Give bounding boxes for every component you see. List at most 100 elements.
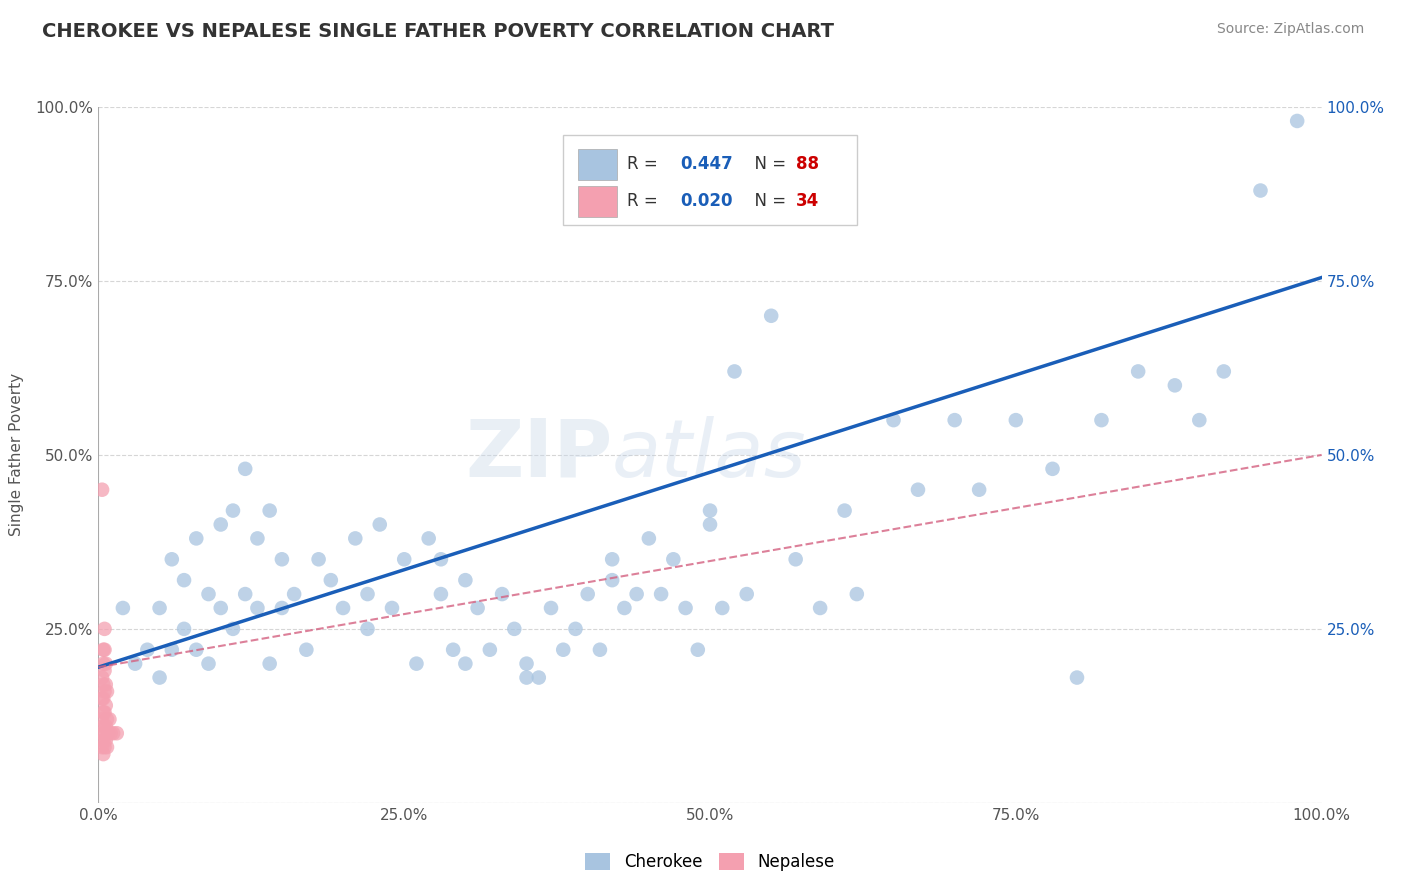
Point (1128, 364, 1150, 378)
Y-axis label: Single Father Poverty: Single Father Poverty (10, 374, 24, 536)
Point (564, 622, 586, 636)
Point (295, 642, 318, 657)
Point (883, 413, 905, 427)
Point (834, 503, 856, 517)
Point (356, 622, 378, 636)
Point (1249, 184, 1271, 198)
Point (270, 552, 294, 566)
Point (91, 691, 114, 706)
Point (91, 733, 114, 747)
Point (1004, 413, 1026, 427)
Point (111, 601, 134, 615)
Point (233, 462, 256, 476)
Point (91, 642, 114, 657)
Point (723, 364, 745, 378)
Point (356, 587, 378, 601)
Point (503, 622, 526, 636)
Bar (578, 149, 617, 180)
Point (454, 573, 477, 587)
Point (186, 532, 208, 546)
Point (1066, 671, 1088, 685)
Point (98, 712, 121, 726)
Point (91, 726, 114, 740)
Point (93, 740, 115, 755)
Point (527, 671, 550, 685)
Text: CHEROKEE VS NEPALESE SINGLE FATHER POVERTY CORRELATION CHART: CHEROKEE VS NEPALESE SINGLE FATHER POVER… (42, 22, 834, 41)
Point (186, 642, 208, 657)
Point (332, 601, 354, 615)
Point (515, 671, 537, 685)
Point (600, 573, 623, 587)
Point (100, 726, 122, 740)
Point (344, 532, 367, 546)
Point (222, 503, 245, 517)
Point (259, 657, 281, 671)
Point (93, 684, 115, 698)
Point (91, 677, 114, 691)
Point (761, 309, 783, 323)
Point (1188, 413, 1211, 427)
Legend: Cherokee, Nepalese: Cherokee, Nepalese (579, 847, 841, 878)
Point (553, 642, 575, 657)
Text: N =: N = (744, 192, 792, 210)
Point (392, 552, 416, 566)
Point (91, 657, 114, 671)
Point (441, 642, 464, 657)
Text: 0.020: 0.020 (681, 192, 733, 210)
Point (613, 601, 636, 615)
Point (576, 587, 599, 601)
Point (907, 483, 929, 497)
Point (160, 552, 183, 566)
Point (1164, 378, 1187, 392)
Text: R =: R = (627, 192, 662, 210)
Point (160, 642, 183, 657)
Point (662, 552, 685, 566)
Point (283, 587, 305, 601)
Text: 88: 88 (796, 155, 818, 173)
Point (173, 622, 195, 636)
Point (943, 413, 966, 427)
Text: N =: N = (744, 155, 792, 173)
Point (94, 719, 117, 733)
Point (94, 677, 117, 691)
Text: ZIP: ZIP (465, 416, 612, 494)
Point (233, 587, 256, 601)
Point (136, 642, 159, 657)
Point (93, 664, 115, 678)
Point (1090, 413, 1112, 427)
Point (478, 642, 501, 657)
Point (418, 532, 440, 546)
Point (124, 657, 146, 671)
Point (149, 671, 172, 685)
Point (467, 601, 489, 615)
Bar (578, 186, 617, 217)
Point (515, 657, 537, 671)
Point (711, 601, 734, 615)
Point (600, 552, 623, 566)
Point (430, 552, 453, 566)
Point (91, 671, 114, 685)
Text: 34: 34 (796, 192, 818, 210)
Point (491, 587, 513, 601)
Point (430, 587, 453, 601)
Point (222, 622, 245, 636)
Point (96, 712, 118, 726)
Point (638, 532, 661, 546)
Point (405, 657, 427, 671)
Point (1212, 364, 1234, 378)
Point (149, 601, 172, 615)
Point (259, 503, 281, 517)
Point (91, 691, 114, 706)
Point (173, 573, 195, 587)
Point (91, 747, 114, 761)
Point (101, 726, 124, 740)
Point (699, 503, 721, 517)
Point (650, 587, 672, 601)
Point (589, 642, 612, 657)
Point (96, 740, 118, 755)
Point (91, 719, 114, 733)
Point (94, 657, 117, 671)
Point (246, 601, 269, 615)
Text: Source: ZipAtlas.com: Source: ZipAtlas.com (1216, 22, 1364, 37)
Point (270, 601, 294, 615)
